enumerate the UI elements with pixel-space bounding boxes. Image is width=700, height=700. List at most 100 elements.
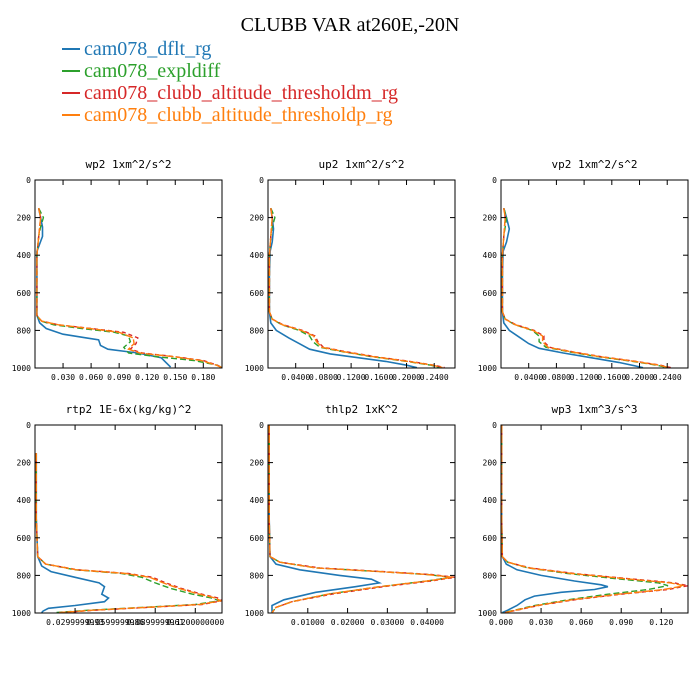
x-tick-label: 0.1200 (570, 373, 599, 382)
y-tick-label: 200 (250, 214, 265, 223)
panel-4: thlp2 1xK^2 0 200 400 600 800 1000 0.01000 0.020… (245, 403, 456, 627)
y-tick-label: 200 (250, 459, 265, 468)
legend-swatch-expldiff (62, 70, 80, 72)
legend-label-thresholdm: cam078_clubb_altitude_thresholdm_rg (84, 82, 399, 104)
panel-3: rtp2 1E-6x(kg/kg)^2 0 200 400 600 800 1000 0.02… (12, 403, 225, 627)
series-line-0 (36, 208, 172, 368)
series-line-2 (35, 453, 222, 613)
x-tick-label: 0.1600 (597, 373, 626, 382)
panel-title: thlp2 1xK^2 (325, 403, 398, 416)
x-tick-label: 0.1200 (337, 373, 366, 382)
y-tick-label: 600 (483, 534, 498, 543)
x-tick-label: 0.120 (135, 373, 159, 382)
panel-title: wp2 1xm^2/s^2 (85, 158, 171, 171)
legend-entry-thresholdp: cam078_clubb_altitude_thresholdp_rg (62, 104, 398, 126)
series-line-2 (268, 208, 445, 368)
x-tick-label: 0.0899999961 (126, 618, 184, 627)
x-tick-label: 0.01000 (291, 618, 325, 627)
panel-frame (500, 179, 689, 369)
y-tick-label: 200 (483, 214, 498, 223)
y-tick-label: 800 (17, 571, 32, 580)
x-tick-label: 0.1600 (364, 373, 393, 382)
series-line-2 (268, 425, 455, 613)
legend: cam078_dflt_rg cam078_expldiff cam078_cl… (62, 38, 398, 126)
series-line-3 (36, 208, 222, 368)
y-tick-label: 800 (17, 326, 32, 335)
y-tick-label: 1000 (12, 609, 31, 618)
x-tick-label: 0.030 (529, 618, 553, 627)
legend-entry-dflt: cam078_dflt_rg (62, 38, 398, 60)
y-tick-label: 200 (17, 214, 32, 223)
legend-swatch-thresholdp (62, 114, 80, 116)
panel-title: up2 1xm^2/s^2 (318, 158, 404, 171)
y-tick-label: 1000 (12, 364, 31, 373)
x-tick-label: 0.2000 (392, 373, 421, 382)
legend-swatch-thresholdm (62, 92, 80, 94)
y-tick-label: 0 (26, 421, 31, 430)
series-line-1 (501, 425, 669, 613)
y-tick-label: 400 (483, 496, 498, 505)
x-tick-label: 0.060 (79, 373, 103, 382)
y-tick-label: 0 (259, 176, 264, 185)
panel-frame (267, 424, 456, 614)
figure-title: CLUBB VAR at260E,-20N (240, 14, 460, 36)
x-tick-label: 0.02000 (331, 618, 365, 627)
x-tick-label: 0.060 (569, 618, 593, 627)
series-line-1 (35, 453, 220, 613)
x-tick-label: 0.0800 (542, 373, 571, 382)
x-tick-label: 0.180 (191, 373, 215, 382)
x-tick-label: 0.090 (107, 373, 131, 382)
x-tick-label: 0.2400 (653, 373, 682, 382)
legend-label-expldiff: cam078_expldiff (84, 60, 221, 82)
x-tick-label: 0.03000 (371, 618, 405, 627)
panel-title: rtp2 1E-6x(kg/kg)^2 (66, 403, 192, 416)
panel-title: wp3 1xm^3/s^3 (551, 403, 637, 416)
y-tick-label: 600 (250, 534, 265, 543)
y-tick-label: 800 (483, 326, 498, 335)
series-line-3 (35, 453, 222, 613)
x-tick-label: 0.04000 (410, 618, 444, 627)
y-tick-label: 800 (483, 571, 498, 580)
y-tick-label: 0 (492, 176, 497, 185)
series-line-0 (35, 453, 110, 613)
series-line-2 (36, 208, 222, 368)
x-tick-label: 0.0800 (309, 373, 338, 382)
x-tick-label: 0.0299999993 (46, 618, 104, 627)
panel-title: vp2 1xm^2/s^2 (551, 158, 637, 171)
panel-0: wp2 1xm^2/s^2 0 200 400 600 800 1000 0.030 0.060… (12, 158, 223, 382)
x-tick-label: 0.1200000000 (166, 618, 224, 627)
y-tick-label: 1000 (478, 609, 497, 618)
legend-entry-expldiff: cam078_expldiff (62, 60, 398, 82)
series-line-3 (501, 425, 685, 613)
panel-frame (500, 424, 689, 614)
y-tick-label: 0 (492, 421, 497, 430)
series-line-1 (501, 208, 668, 368)
x-tick-label: 0.2400 (420, 373, 449, 382)
y-tick-label: 400 (17, 251, 32, 260)
y-tick-label: 200 (483, 459, 498, 468)
y-tick-label: 400 (250, 251, 265, 260)
y-tick-label: 400 (17, 496, 32, 505)
y-tick-label: 1000 (245, 609, 264, 618)
x-tick-label: 0.0599999986 (86, 618, 144, 627)
panel-frame (34, 179, 223, 369)
legend-label-dflt: cam078_dflt_rg (84, 38, 212, 60)
x-tick-label: 0.000 (489, 618, 513, 627)
panel-2: vp2 1xm^2/s^2 0 200 400 600 800 1000 0.04000.08… (478, 158, 689, 382)
y-tick-label: 0 (259, 421, 264, 430)
x-tick-label: 0.030 (51, 373, 75, 382)
x-tick-label: 0.150 (163, 373, 187, 382)
series-line-0 (501, 425, 609, 613)
series-line-1 (268, 207, 442, 368)
legend-label-thresholdp: cam078_clubb_altitude_thresholdp_rg (84, 104, 393, 126)
y-tick-label: 600 (17, 289, 32, 298)
y-tick-label: 800 (250, 326, 265, 335)
panel-frame (267, 179, 456, 369)
legend-entry-thresholdm: cam078_clubb_altitude_thresholdm_rg (62, 82, 398, 104)
x-tick-label: 0.0400 (281, 373, 310, 382)
x-tick-label: 0.0400 (514, 373, 543, 382)
y-tick-label: 600 (17, 534, 32, 543)
panel-frame (34, 424, 223, 614)
